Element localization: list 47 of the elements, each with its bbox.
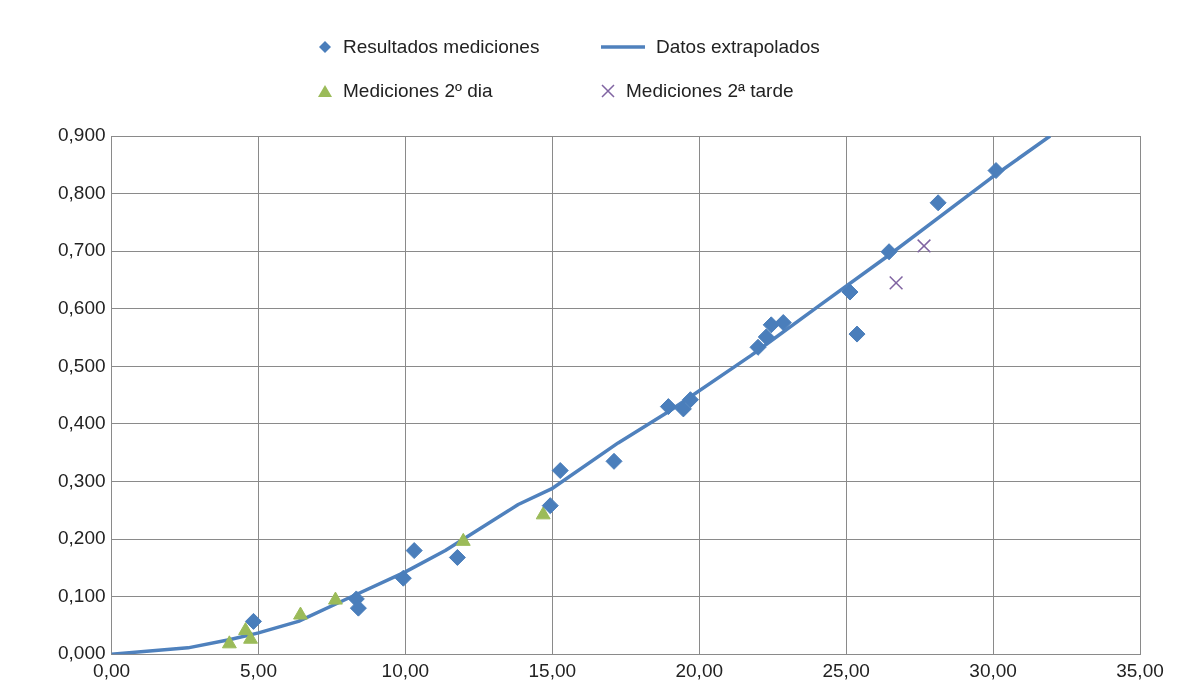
point — [987, 162, 1005, 180]
x-tick-label: 5,00 — [239, 659, 277, 681]
y-tick-label: 0,100 — [58, 584, 106, 606]
point — [605, 452, 623, 470]
x-tick-label: 35,00 — [1116, 659, 1164, 681]
x-tick-label: 10,00 — [381, 659, 430, 681]
legend-label: Mediciones 2ª tarde — [626, 80, 794, 102]
point — [749, 338, 767, 356]
x-tick-label: 30,00 — [969, 659, 1017, 681]
point — [535, 506, 551, 520]
legend-label: Resultados mediciones — [343, 36, 540, 58]
y-tick-label: 0,200 — [58, 527, 106, 549]
y-tick-label: 0,700 — [58, 239, 106, 261]
point — [243, 630, 258, 644]
point — [880, 243, 898, 261]
y-tick-label: 0,500 — [58, 354, 106, 376]
point — [757, 328, 775, 346]
point — [916, 238, 932, 254]
point — [929, 194, 947, 212]
point — [541, 497, 559, 515]
point — [659, 398, 677, 416]
y-tick-label: 0,900 — [58, 124, 106, 146]
x-tick-label: 15,00 — [528, 659, 577, 681]
point — [889, 275, 904, 290]
point — [841, 283, 859, 301]
point — [328, 591, 343, 605]
point — [848, 325, 866, 343]
legend-label: Mediciones 2º dia — [343, 80, 493, 102]
point — [551, 462, 569, 480]
y-tick-label: 0,800 — [58, 181, 106, 203]
x-tick-label: 20,00 — [675, 659, 724, 681]
point — [762, 316, 780, 334]
legend-label: Datos extrapolados — [656, 36, 820, 58]
point — [405, 542, 423, 560]
point — [394, 569, 412, 587]
y-tick-label: 0,600 — [58, 296, 106, 318]
point — [448, 548, 466, 566]
point — [293, 606, 308, 620]
point — [681, 391, 699, 409]
point — [244, 612, 262, 630]
point — [455, 532, 471, 546]
y-tick-label: 0,400 — [58, 412, 106, 434]
point — [774, 314, 792, 332]
y-tick-label: 0,300 — [58, 469, 106, 491]
point — [221, 635, 237, 649]
point — [674, 400, 692, 418]
x-tick-label: 25,00 — [822, 659, 870, 681]
